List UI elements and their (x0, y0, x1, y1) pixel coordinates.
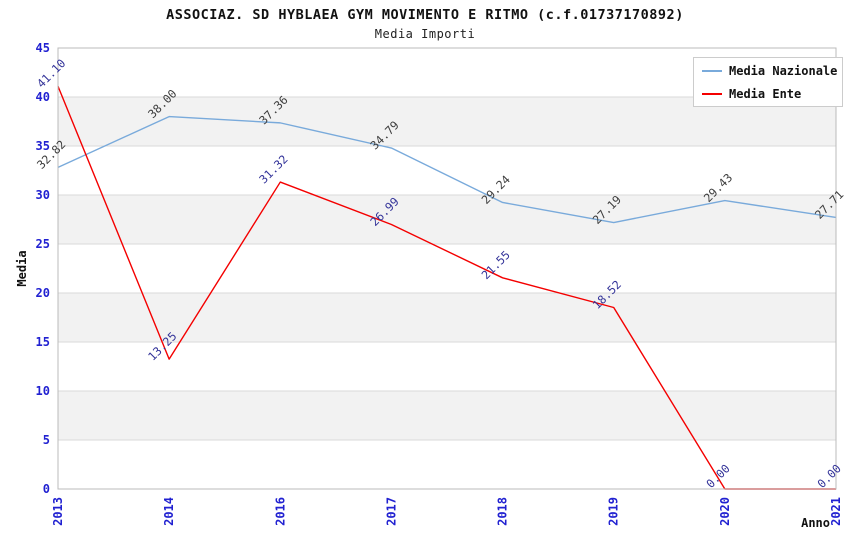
y-tick-label: 15 (36, 335, 50, 349)
plot-border (57, 47, 837, 490)
y-tick-label: 40 (36, 90, 50, 104)
chart-title: ASSOCIAZ. SD HYBLAEA GYM MOVIMENTO E RIT… (166, 7, 684, 23)
legend-label: Media Nazionale (729, 63, 838, 78)
x-tick-label: 2021 (829, 497, 843, 526)
chart-subtitle: Media Importi (374, 27, 476, 41)
x-tick-label: 2016 (273, 497, 287, 526)
x-tick-label: 2019 (607, 497, 621, 526)
y-tick-label: 5 (43, 433, 50, 447)
x-tick-label: 2018 (496, 497, 510, 526)
legend-line-icon (702, 92, 722, 95)
y-tick-label: 25 (36, 237, 50, 251)
point-label: 41.10 (34, 56, 68, 90)
legend-label: Media Ente (729, 86, 802, 101)
series-line-media-nazionale (57, 115, 837, 224)
point-label: 0.00 (814, 461, 844, 491)
x-tick-label: 2014 (162, 497, 176, 526)
y-tick-label: 10 (36, 384, 50, 398)
y-tick-label: 20 (36, 286, 50, 300)
x-axis-label: Anno (801, 516, 830, 530)
legend-item-media-nazionale: Media Nazionale (702, 63, 838, 78)
x-tick-label: 2013 (51, 497, 65, 526)
plot-band (58, 293, 836, 342)
series-line-media-ente (57, 85, 836, 490)
legend: Media Nazionale Media Ente (693, 57, 843, 107)
x-tick-label: 2017 (384, 497, 398, 526)
y-tick-label: 45 (36, 41, 50, 55)
point-label: 0.00 (703, 461, 733, 491)
plot-band (58, 195, 836, 244)
legend-item-media-ente: Media Ente (702, 87, 834, 101)
x-tick-label: 2020 (718, 497, 732, 526)
plot-band (58, 391, 836, 440)
y-tick-label: 35 (36, 139, 50, 153)
y-axis-label: Media (15, 250, 29, 286)
y-tick-label: 30 (36, 188, 50, 202)
legend-line-icon (702, 69, 722, 72)
point-label: 21.55 (479, 248, 513, 282)
y-tick-label: 0 (43, 482, 50, 496)
point-label: 31.32 (256, 152, 290, 186)
